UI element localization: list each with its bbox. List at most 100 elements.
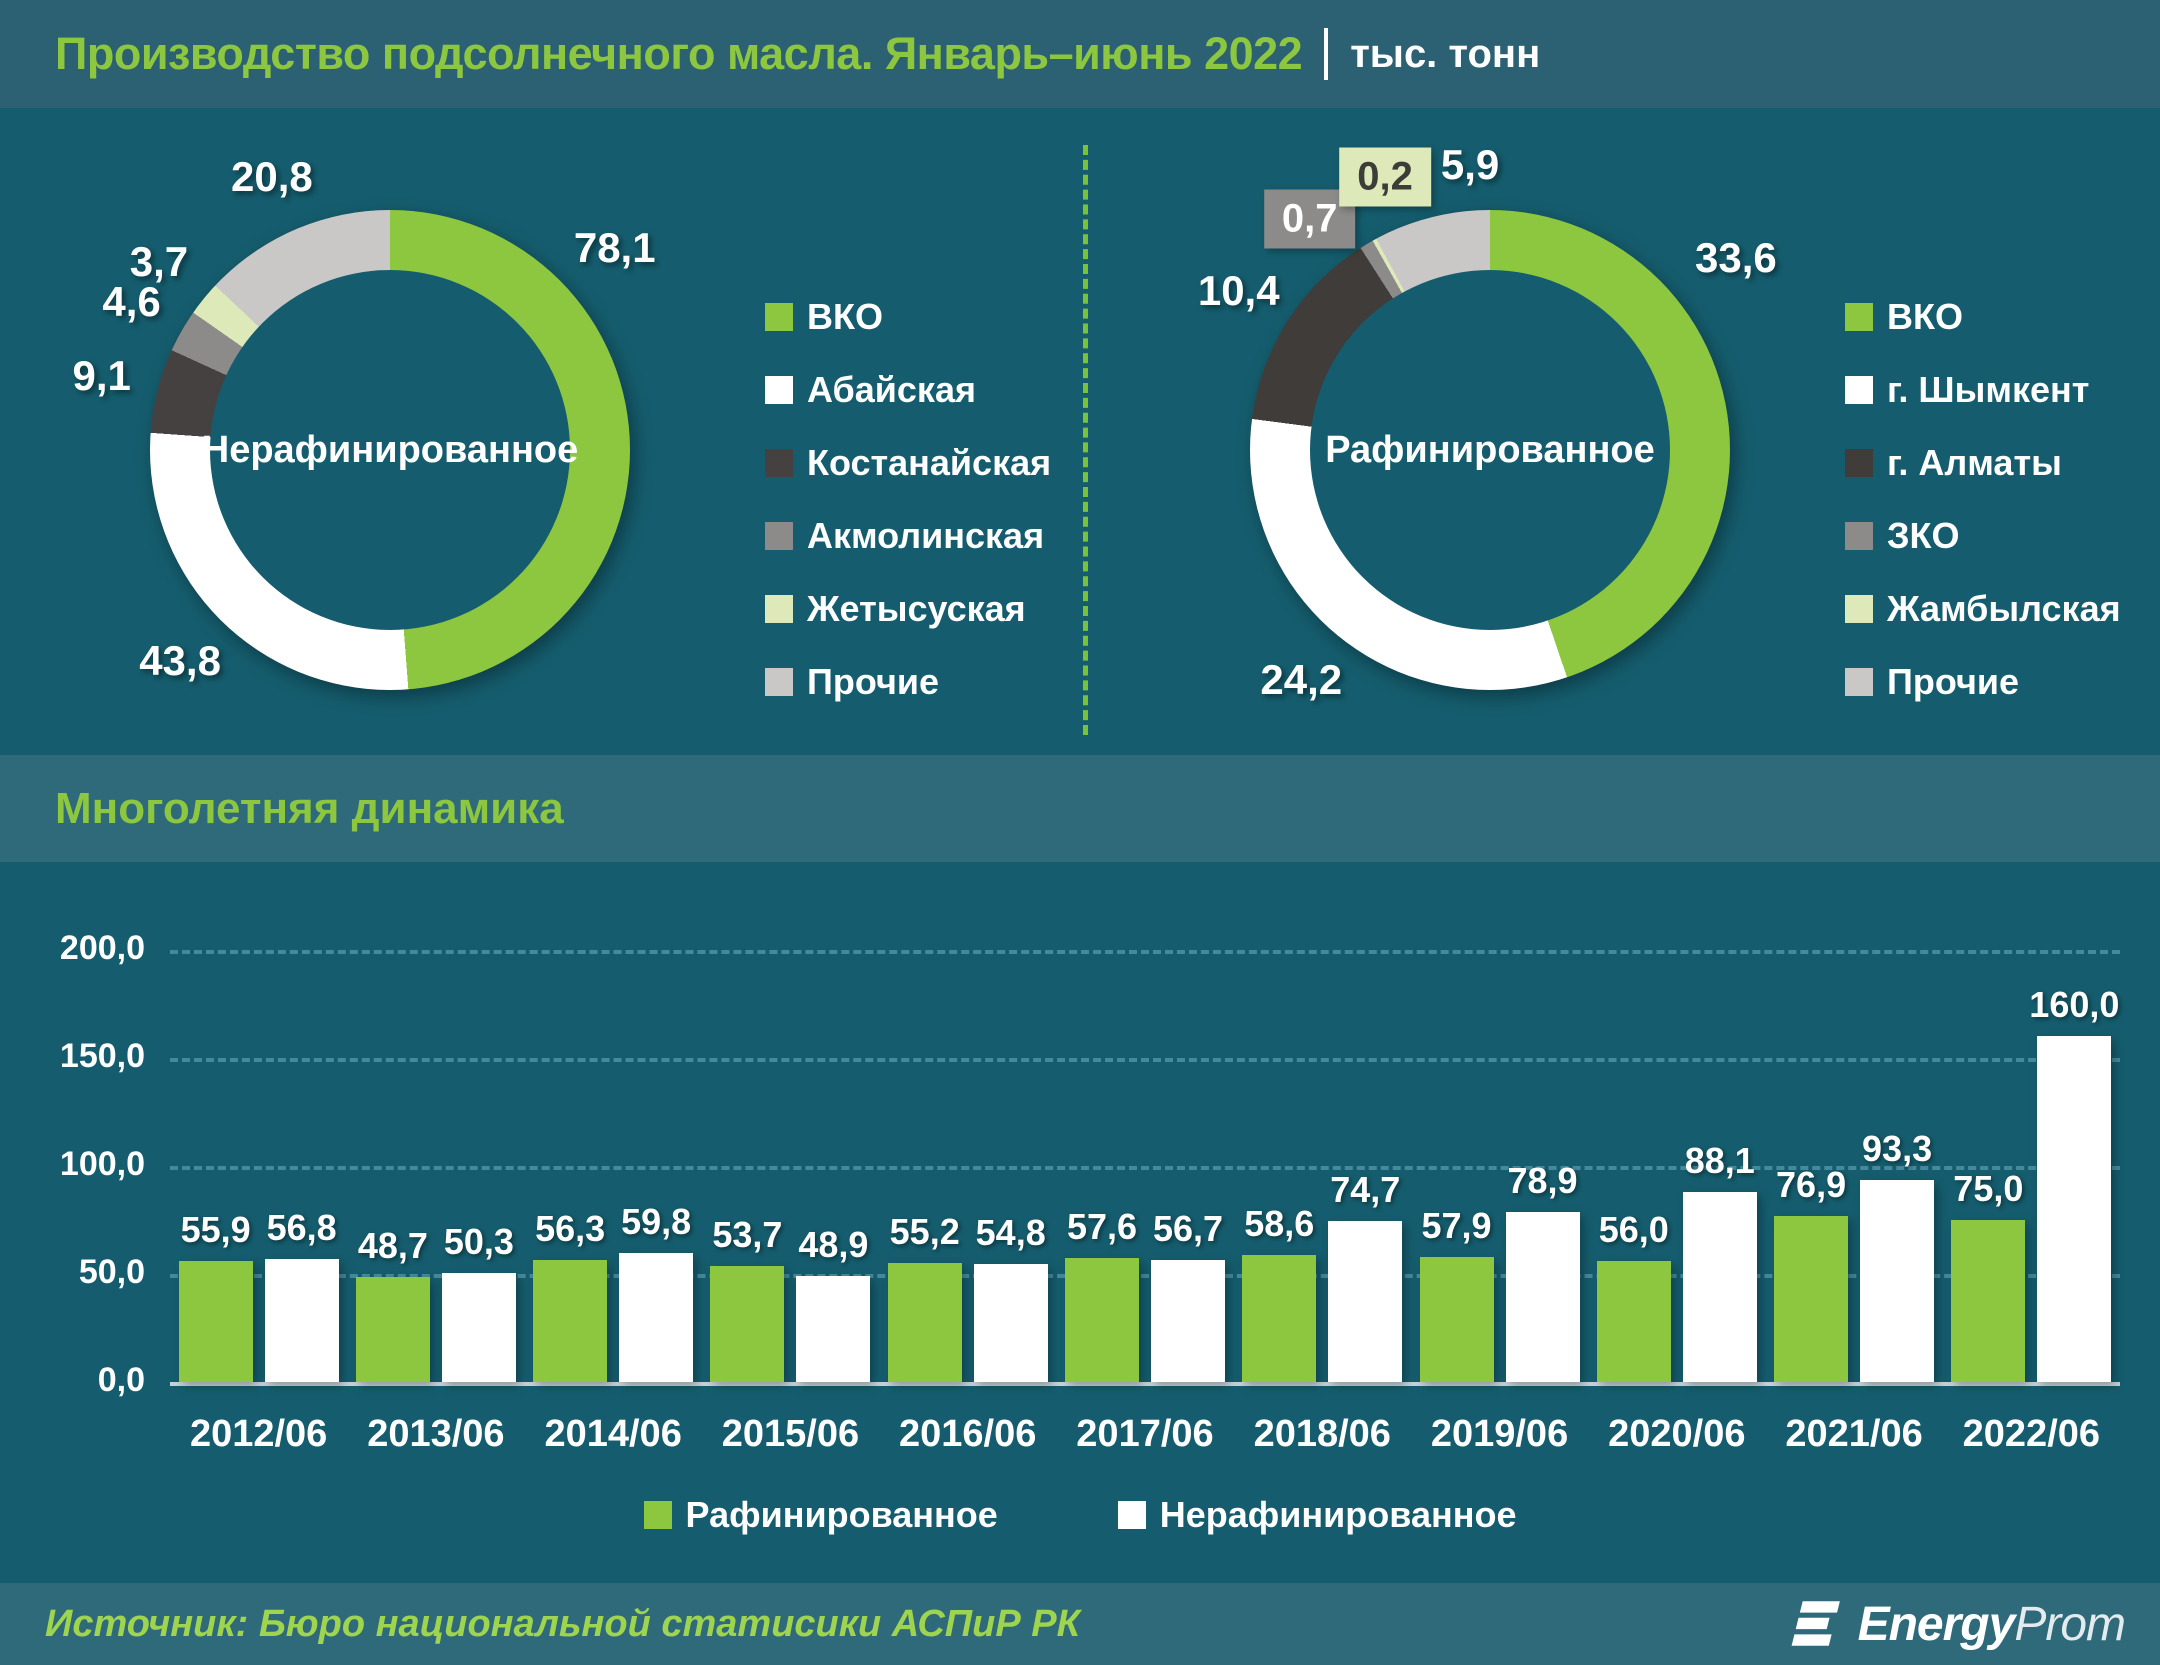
bar-column: 56,7 [1150, 950, 1225, 1382]
bar-column: 93,3 [1860, 950, 1935, 1382]
units-label: тыс. тонн [1350, 31, 1541, 76]
bar-refined [533, 1260, 608, 1382]
legend-label: г. Шымкент [1887, 369, 2090, 410]
bar-refined [1242, 1255, 1317, 1382]
legend-item: Прочие [1845, 661, 2155, 703]
bar-value-label: 76,9 [1776, 1163, 1847, 1205]
donut-center-label: Нерафинированное [201, 428, 579, 471]
bar-unrefined [1505, 1211, 1580, 1382]
bar-column: 160,0 [2029, 950, 2119, 1382]
bar-value-label: 75,0 [1953, 1168, 2024, 1209]
bar-group: 56,3 59,8 2014/06 [525, 950, 702, 1455]
page-title: Производство подсолнечного масла. Январь… [55, 28, 1303, 79]
y-axis-tick-label: 0,0 [97, 1361, 145, 1399]
bar-column: 75,0 [1951, 950, 2026, 1382]
bar-column: 88,1 [1682, 950, 1757, 1382]
bar-value-label: 74,7 [1330, 1168, 1401, 1210]
gridline [170, 950, 2120, 954]
bar-column: 53,7 [710, 950, 785, 1382]
gridline [170, 1274, 2120, 1278]
legend-item: Абайская [765, 369, 1075, 411]
donut-value-label: 10,4 [1197, 266, 1280, 314]
legend-swatch [765, 449, 793, 477]
legend-swatch [1845, 376, 1873, 404]
donut-value-label: 43,8 [139, 636, 221, 684]
bar-column: 78,9 [1505, 950, 1580, 1382]
legend-swatch [765, 595, 793, 623]
bar-refined [1419, 1256, 1494, 1382]
bar-unrefined [264, 1259, 339, 1382]
donut-value-label: 9,1 [72, 352, 131, 400]
bar-column: 54,8 [973, 950, 1048, 1382]
legend-label: Прочие [807, 661, 940, 702]
x-axis-category-label: 2016/06 [899, 1413, 1037, 1455]
bar-column: 55,2 [887, 950, 962, 1382]
legend-label: г. Алматы [1887, 442, 2062, 483]
donut-chart-unrefined: Нерафинированное [150, 210, 630, 690]
legend-swatch [765, 668, 793, 696]
bar-group: 48,7 50,3 2013/06 [347, 950, 524, 1455]
bar-column: 56,8 [264, 950, 339, 1382]
bar-value-label: 56,0 [1598, 1209, 1669, 1251]
bar-column: 56,3 [533, 950, 608, 1382]
bar-group: 75,0 160,0 2022/06 [1943, 950, 2120, 1455]
legend-swatch [1845, 303, 1873, 331]
bar-group: 55,2 54,8 2016/06 [879, 950, 1056, 1455]
energyprom-logo-text: EnergyProm [1858, 1597, 2126, 1652]
bar-value-label: 93,3 [1862, 1128, 1933, 1170]
legend-item: Рафинированное [643, 1494, 998, 1536]
bar-group: 56,0 88,1 2020/06 [1588, 950, 1765, 1455]
dynamics-header-band: Многолетняя динамика [0, 755, 2160, 862]
bar-group: 57,6 56,7 2017/06 [1056, 950, 1233, 1455]
legend-swatch [765, 303, 793, 331]
bar-unrefined [796, 1276, 871, 1382]
legend-item: Жамбылская [1845, 588, 2155, 630]
energyprom-logo: EnergyProm [1782, 1593, 2126, 1655]
bar-column: 57,9 [1419, 950, 1494, 1382]
x-axis-category-label: 2020/06 [1608, 1413, 1746, 1455]
bar-unrefined [973, 1263, 1048, 1382]
bar-unrefined [1682, 1191, 1757, 1382]
legend-swatch [643, 1501, 672, 1529]
legend-swatch [1845, 449, 1873, 477]
legend-refined: ВКО г. Шымкент г. Алматы ЗКО Жамбылская Прочи… [1845, 296, 2155, 734]
bar-unrefined [1150, 1259, 1225, 1382]
regional-breakdown-section: Нерафинированное ВКО Абайская Костанайская… [0, 108, 2160, 755]
footer-bar: Источник: Бюро национальной статисики АС… [0, 1583, 2160, 1665]
legend-label: Жамбылская [1887, 588, 2121, 629]
legend-label: ЗКО [1887, 515, 1960, 556]
bar-group: 58,6 74,7 2018/06 [1234, 950, 1411, 1455]
x-axis-category-label: 2022/06 [1962, 1413, 2101, 1455]
y-axis-tick-label: 200,0 [59, 929, 145, 967]
bar-refined [1064, 1257, 1139, 1382]
bar-value-label: 55,2 [889, 1210, 960, 1252]
donut-center-label: Рафинированное [1325, 428, 1655, 471]
bar-chart-legend: Рафинированное Нерафинированное [0, 1494, 2160, 1536]
donut-value-label: 78,1 [573, 223, 656, 271]
legend-swatch [1117, 1501, 1146, 1529]
bar-refined [355, 1276, 430, 1382]
bar-column: 55,9 [178, 950, 253, 1382]
bar-column: 57,6 [1064, 950, 1139, 1382]
legend-swatch [765, 376, 793, 404]
bar-value-label: 57,6 [1066, 1205, 1138, 1247]
donut-hole: Нерафинированное [202, 270, 578, 630]
legend-swatch [765, 522, 793, 550]
x-axis-category-label: 2019/06 [1430, 1413, 1569, 1455]
bar-value-label: 78,9 [1507, 1159, 1578, 1201]
x-axis-line [170, 1382, 2120, 1386]
bar-chart-plot-area: 200,0 150,0 100,0 50,0 0,0 55,9 56,8 2012/06 48,… [60, 929, 2120, 1455]
legend-swatch [1845, 595, 1873, 623]
bar-column: 48,9 [796, 950, 871, 1382]
bar-group: 76,9 93,3 2021/06 [1765, 950, 1942, 1455]
bar-refined [887, 1262, 962, 1382]
bar-value-label: 54,8 [975, 1211, 1046, 1253]
x-axis-category-label: 2013/06 [367, 1413, 505, 1455]
bar-column: 76,9 [1774, 950, 1849, 1382]
bar-value-label: 56,7 [1152, 1207, 1224, 1249]
bar-value-label: 56,3 [535, 1208, 606, 1250]
bar-column: 59,8 [619, 950, 694, 1382]
donut-hole: Рафинированное [1310, 270, 1670, 630]
bar-unrefined [619, 1252, 694, 1382]
